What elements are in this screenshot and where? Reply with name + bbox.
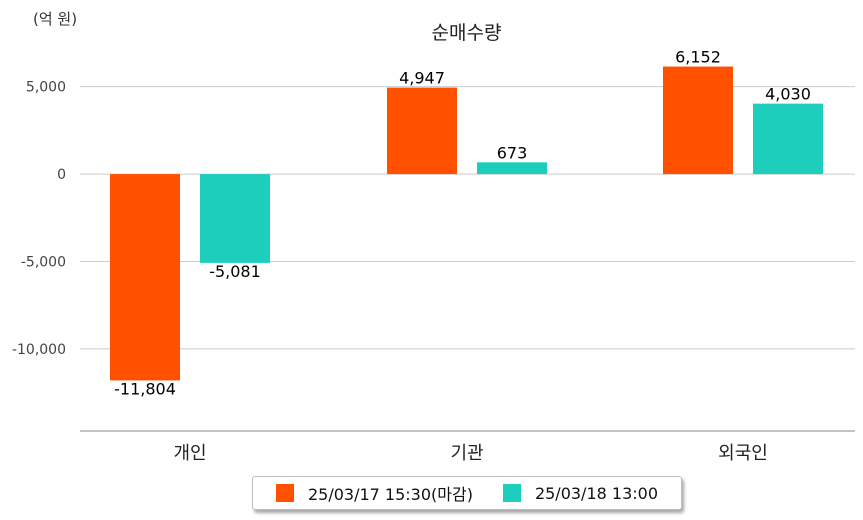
bar-2-3 <box>753 103 823 175</box>
x-tick-label: 개인 <box>173 443 206 464</box>
legend-swatch <box>275 484 294 502</box>
data-label: 673 <box>497 143 528 162</box>
legend: 25/03/17 15:30(마감) 25/03/18 13:00 <box>252 476 682 510</box>
bars <box>110 66 823 381</box>
y-tick-label: -5,000 <box>21 254 66 270</box>
bar-1-1 <box>110 174 180 381</box>
legend-item-series-1[interactable]: 25/03/17 15:30(마감) <box>275 481 473 505</box>
data-label: 4,030 <box>765 85 811 104</box>
data-label: 4,947 <box>399 69 445 88</box>
data-label: -11,804 <box>114 379 176 398</box>
unit-label: (억 원) <box>33 10 78 28</box>
legend-label: 25/03/17 15:30(마감) <box>307 485 473 504</box>
legend-label: 25/03/18 13:00 <box>534 483 658 503</box>
y-tick-label: 0 <box>57 167 66 183</box>
x-axis-ticks: 개인 기관 외국인 <box>173 443 767 464</box>
chart-title: 순매수량 <box>431 22 502 44</box>
bar-2-1 <box>200 174 270 263</box>
x-tick-label: 외국인 <box>718 443 768 464</box>
bar-2-2 <box>477 162 547 175</box>
bar-1-2 <box>387 87 457 175</box>
legend-item-series-2[interactable]: 25/03/18 13:00 <box>502 483 658 503</box>
y-axis-ticks: 5,000 0 -5,000 -10,000 <box>12 80 66 358</box>
legend-swatch <box>502 484 521 502</box>
data-label: -5,081 <box>209 262 261 281</box>
data-label: 6,152 <box>675 48 721 67</box>
x-tick-label: 기관 <box>450 443 483 464</box>
data-labels: -11,804 4,947 6,152 -5,081 673 4,030 <box>114 48 811 399</box>
grid-lines <box>80 86 855 350</box>
y-tick-label: -10,000 <box>12 342 66 358</box>
bar-1-3 <box>663 66 733 175</box>
chart-plot: 5,000 0 -5,000 -10,000 -11,804 4,947 6,152 -5,… <box>12 48 855 464</box>
y-tick-label: 5,000 <box>26 80 66 96</box>
